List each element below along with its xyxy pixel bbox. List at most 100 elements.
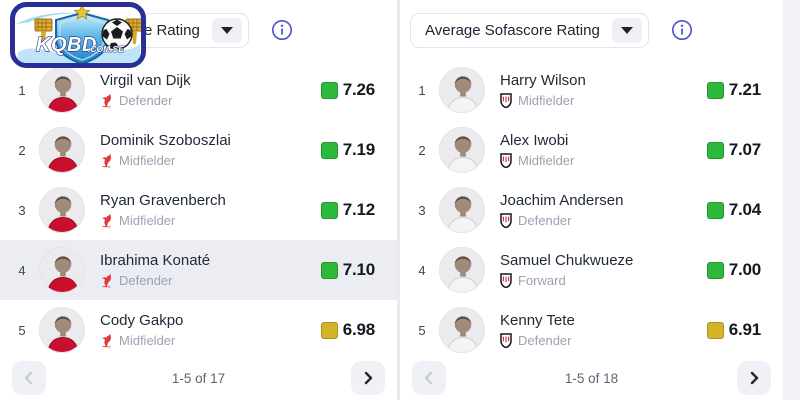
panel-header: Average Sofascore Rating [400,0,783,60]
player-avatar [439,247,485,293]
player-position: Defender [518,333,572,348]
rank-label: 3 [418,202,426,218]
rank-label: 5 [418,322,426,338]
rating: 7.21 [706,80,761,100]
rating-color-box [320,81,338,99]
rank-label: 4 [418,262,426,278]
player-name: Harry Wilson [500,72,586,89]
fulham-badge-icon [500,93,512,108]
player-name: Kenny Tete [500,312,575,329]
previous-page-button[interactable] [12,361,46,395]
fulham-badge-icon [500,333,512,348]
liverpool-badge-icon [100,93,113,108]
rating-color-box [320,321,338,339]
liverpool-badge-icon [100,213,113,228]
rank-label: 2 [18,142,26,158]
table-row[interactable]: 1 Harry Wilson Midfielder 7.21 [400,60,783,120]
floodlight-icon [34,18,53,44]
table-row[interactable]: 3 Joachim Andersen Defender 7.04 [400,180,783,240]
player-avatar [39,187,85,233]
fulham-badge-icon [500,153,512,168]
rank-label: 4 [18,262,26,278]
next-page-button[interactable] [351,361,385,395]
soccer-ball-icon [101,18,133,50]
rank-label: 1 [18,82,26,98]
team-ratings-panel-fulham: Average Sofascore Rating 1 Harry [400,0,783,400]
player-avatar [439,187,485,233]
next-page-button[interactable] [737,361,771,395]
chevron-down-icon[interactable] [211,17,242,43]
rating-color-box [706,81,724,99]
table-row[interactable]: 1 Virgil van Dijk Defender 7.26 [0,60,397,120]
liverpool-badge-icon [100,153,113,168]
rating: 7.19 [320,140,375,160]
player-avatar [439,67,485,113]
table-row[interactable]: 5 Kenny Tete Defender 6.91 [400,300,783,360]
table-row[interactable]: 4 Ibrahima Konaté Defender 7.10 [0,240,397,300]
chevron-down-icon[interactable] [611,17,642,43]
rating: 7.26 [320,80,375,100]
player-position: Midfielder [119,153,176,168]
table-row[interactable]: 4 Samuel Chukwueze Forward 7.00 [400,240,783,300]
rating-value: 6.91 [728,320,761,339]
player-name: Ryan Gravenberch [100,192,226,209]
rating-color-box [320,261,338,279]
player-rating-list: 1 Virgil van Dijk Defender 7.26 2 [0,60,397,360]
rating-filter-dropdown[interactable]: Average Sofascore Rating [410,12,649,48]
panel-divider [397,0,400,400]
rating-color-box [320,201,338,219]
rating-value: 7.21 [728,80,761,99]
player-position: Midfielder [518,153,575,168]
player-name: Samuel Chukwueze [500,252,634,269]
rating: 7.00 [706,260,761,280]
player-name: Cody Gakpo [100,312,184,329]
fulham-badge-icon [500,213,512,228]
player-avatar [439,307,485,353]
player-position: Defender [119,273,173,288]
rating-color-box [706,261,724,279]
rating: 7.10 [320,260,375,280]
pagination: 1-5 of 17 [0,360,397,400]
table-row[interactable]: 5 Cody Gakpo Midfielder 6.98 [0,300,397,360]
rating-value: 7.04 [728,200,761,219]
player-position: Midfielder [119,213,176,228]
player-avatar [39,127,85,173]
rating-filter-label: Average Sofascore Rating [425,21,600,39]
rating-value: 7.26 [342,80,375,99]
rating: 7.07 [706,140,761,160]
rating: 6.91 [706,320,761,340]
fulham-badge-icon [500,273,512,288]
table-row[interactable]: 2 Dominik Szoboszlai Midfielder 7.19 [0,120,397,180]
table-row[interactable]: 2 Alex Iwobi Midfielder 7.07 [400,120,783,180]
rank-label: 5 [18,322,26,338]
player-name: Alex Iwobi [500,132,569,149]
logo-text-main: KQBD [36,34,97,56]
rating-color-box [320,141,338,159]
rating: 6.98 [320,320,375,340]
info-icon[interactable] [671,19,693,41]
rating-color-box [706,201,724,219]
rating-value: 7.07 [728,140,761,159]
rating-color-box [706,321,724,339]
player-rating-list: 1 Harry Wilson Midfielder 7.21 2 [400,60,783,360]
player-position: Defender [119,93,173,108]
player-name: Joachim Andersen [500,192,624,209]
player-position: Defender [518,213,572,228]
rating-value: 7.00 [728,260,761,279]
liverpool-badge-icon [100,333,113,348]
rating-value: 7.12 [342,200,375,219]
rating: 7.12 [320,200,375,220]
previous-page-button[interactable] [412,361,446,395]
kqbd-logo: KQBD .COM.SE [10,2,146,68]
page-range-label: 1-5 of 17 [171,370,226,386]
rating: 7.04 [706,200,761,220]
player-avatar [439,127,485,173]
info-icon[interactable] [271,19,293,41]
rating-color-box [706,141,724,159]
player-avatar [39,247,85,293]
table-row[interactable]: 3 Ryan Gravenberch Midfielder 7.12 [0,180,397,240]
rating-value: 7.19 [342,140,375,159]
liverpool-badge-icon [100,273,113,288]
player-avatar [39,307,85,353]
